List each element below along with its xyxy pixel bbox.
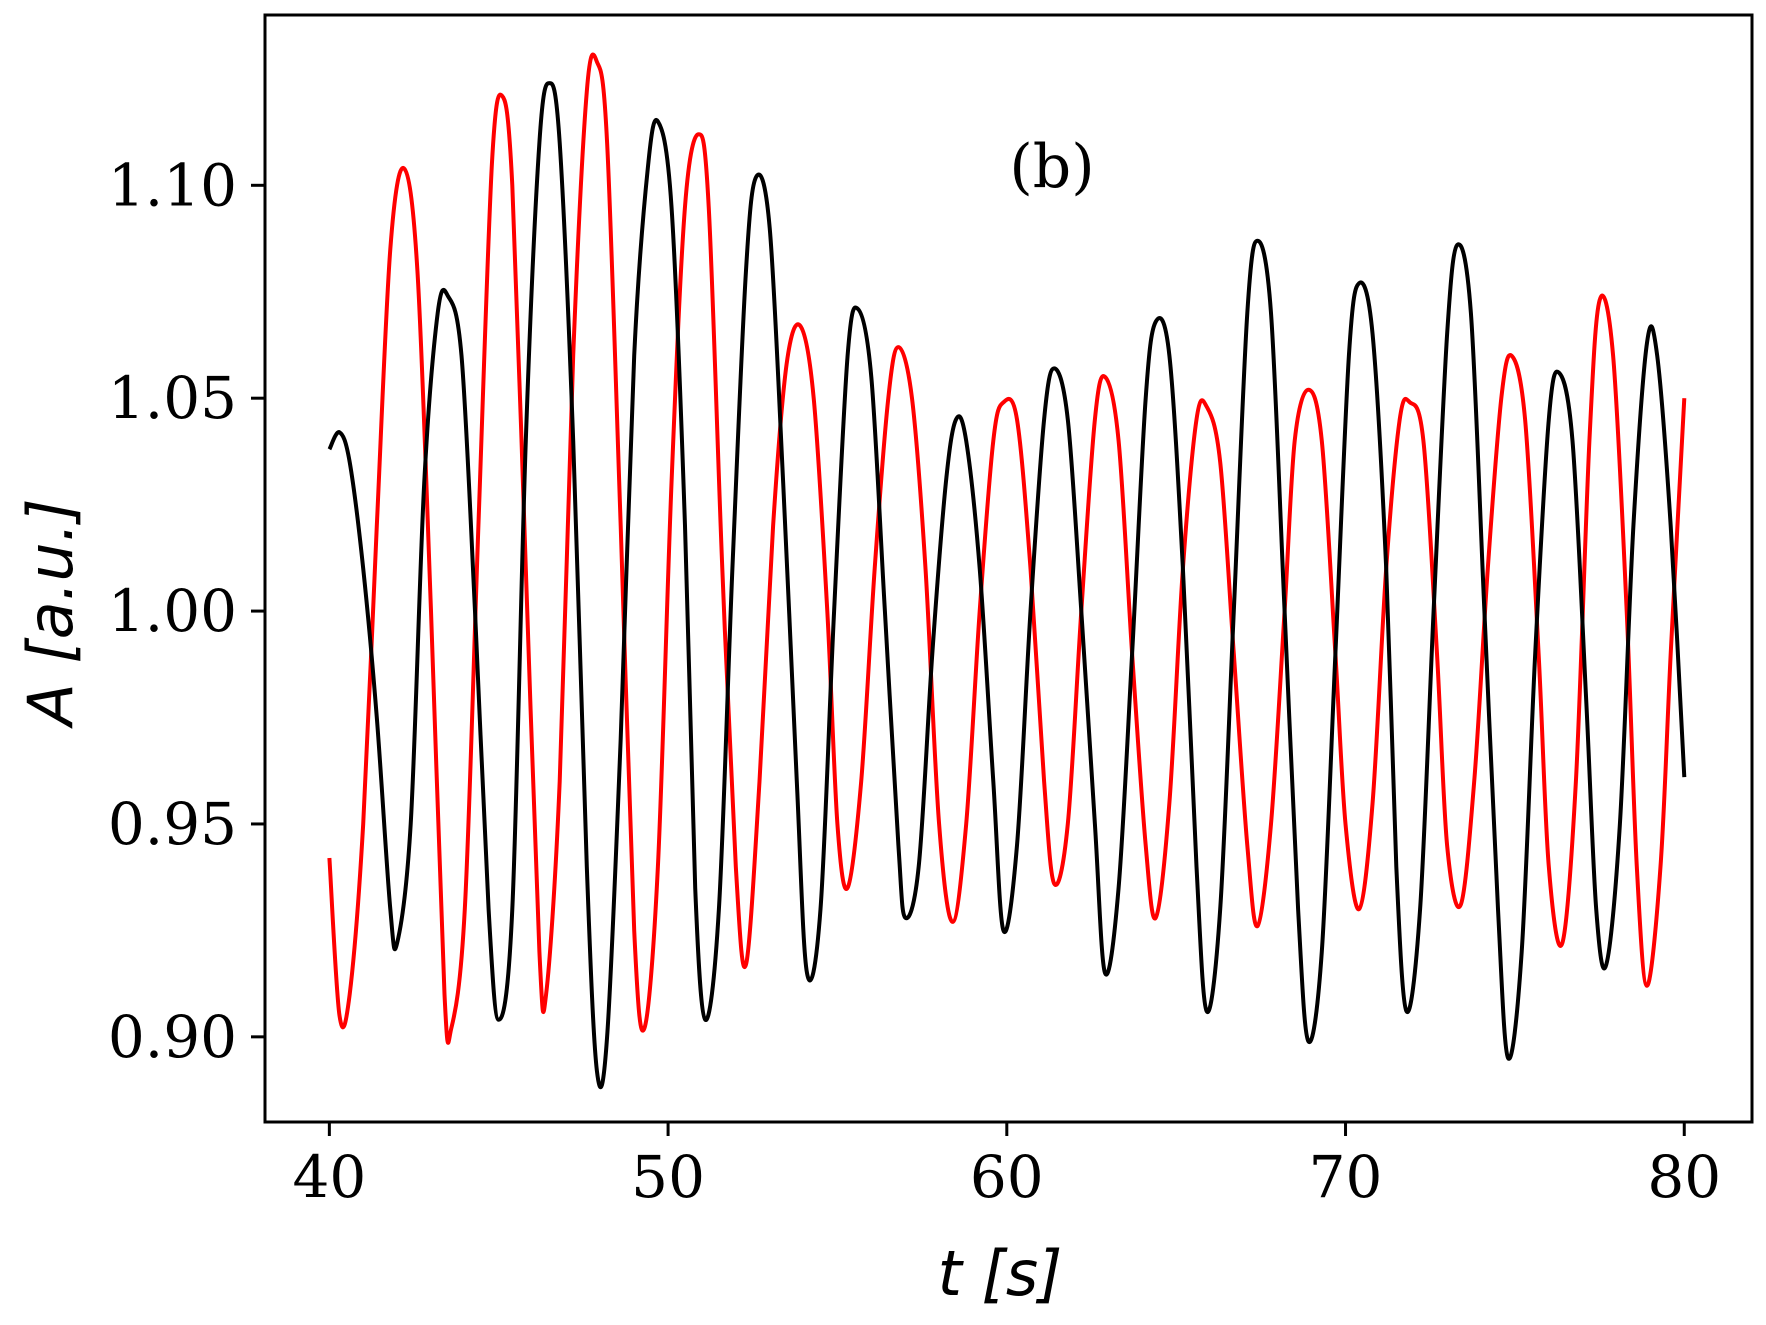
series-line-1	[327, 52, 1687, 1045]
plot-area	[327, 52, 1687, 1090]
y-axis: 0.90 0.95 1.00 1.05 1.10	[108, 151, 265, 1071]
x-tick-label: 40	[292, 1143, 366, 1211]
y-tick-label: 0.90	[108, 1003, 237, 1071]
x-axis-label: t [s]	[938, 1237, 1063, 1310]
x-axis: 40 50 60 70 80	[292, 1122, 1721, 1211]
x-tick-label: 50	[631, 1143, 705, 1211]
y-tick-label: 1.05	[108, 364, 237, 432]
y-tick-label: 1.00	[108, 577, 237, 645]
y-tick-label: 0.95	[108, 790, 237, 858]
series-line-2	[327, 81, 1687, 1090]
axes-frame	[263, 13, 1754, 1124]
y-axis-label: A [a.u.]	[14, 498, 87, 729]
x-tick-label: 60	[970, 1143, 1044, 1211]
y-tick-label: 1.10	[108, 151, 237, 219]
panel-annotation: (b)	[1009, 132, 1094, 202]
x-tick-label: 70	[1309, 1143, 1383, 1211]
x-tick-label: 80	[1647, 1143, 1721, 1211]
